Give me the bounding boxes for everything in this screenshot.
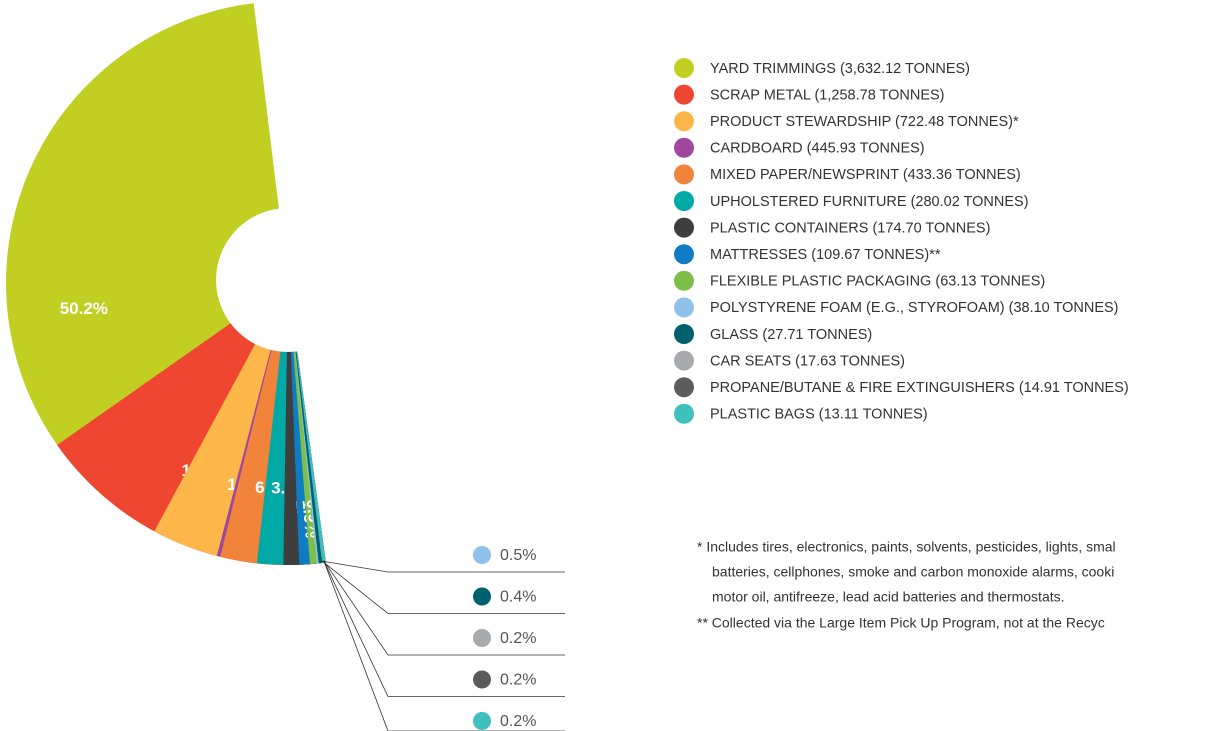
legend-swatch	[674, 164, 694, 185]
callout-dot	[473, 629, 491, 647]
leader-line	[321, 560, 565, 573]
legend-swatch	[674, 377, 694, 398]
callout-label: 0.2%	[500, 630, 536, 647]
slice-label: 50.2%	[60, 299, 108, 318]
legend-label: UPHOLSTERED FURNITURE (280.02 TONNES)	[710, 194, 1029, 210]
legend-label: SCRAP METAL (1,258.78 TONNES)	[710, 87, 945, 103]
legend-swatch	[674, 58, 694, 78]
callout-label: 0.5%	[500, 547, 536, 564]
legend-label: MIXED PAPER/NEWSPRINT (433.36 TONNES)	[710, 167, 1021, 183]
legend-swatch	[674, 217, 694, 238]
footnote: motor oil, antifreeze, lead acid batteri…	[712, 589, 1065, 605]
leader-line	[323, 560, 565, 731]
legend-label: YARD TRIMMINGS (3,632.12 TONNES)	[710, 61, 970, 77]
legend-swatch	[674, 137, 694, 158]
footnote: ** Collected via the Large Item Pick Up …	[697, 615, 1105, 631]
callout-label: 0.2%	[500, 672, 536, 689]
legend-label: POLYSTYRENE FOAM (E.G., STYROFOAM) (38.1…	[710, 300, 1119, 316]
footnote: batteries, cellphones, smoke and carbon …	[712, 564, 1114, 580]
legend-label: GLASS (27.71 TONNES)	[710, 327, 872, 343]
callout-label: 0.4%	[500, 589, 536, 606]
legend-swatch	[674, 270, 694, 291]
leader-line	[321, 560, 565, 614]
donut-hole	[216, 208, 360, 352]
legend-swatch	[674, 191, 694, 211]
callout-dot	[473, 546, 491, 564]
legend-swatch	[674, 84, 694, 105]
callout-dot	[473, 587, 491, 606]
legend-swatch	[674, 297, 694, 318]
legend-swatch	[674, 403, 694, 424]
legend-swatch	[674, 244, 694, 265]
pie-slice	[288, 283, 326, 563]
legend-swatch	[674, 111, 694, 132]
leader-line	[323, 560, 565, 656]
legend-label: FLEXIBLE PLASTIC PACKAGING (63.13 TONNES…	[710, 274, 1045, 290]
legend-label: MATTRESSES (109.67 TONNES)**	[710, 247, 941, 263]
legend-label: PROPANE/BUTANE & FIRE EXTINGUISHERS (14.…	[710, 380, 1129, 396]
legend-label: CAR SEATS (17.63 TONNES)	[710, 353, 905, 369]
leader-line	[323, 560, 565, 697]
legend-label: PLASTIC CONTAINERS (174.70 TONNES)	[710, 220, 990, 236]
callout-label: 0.2%	[500, 713, 536, 730]
legend-label: PRODUCT STEWARDSHIP (722.48 TONNES)*	[710, 114, 1019, 130]
legend-label: PLASTIC BAGS (13.11 TONNES)	[710, 407, 928, 423]
callout-dot	[473, 670, 491, 689]
callout-dot	[473, 712, 491, 730]
legend-swatch	[674, 324, 694, 344]
footnote: * Includes tires, electronics, paints, s…	[697, 539, 1116, 555]
legend-label: CARDBOARD (445.93 TONNES)	[710, 141, 925, 157]
legend-swatch	[674, 350, 694, 371]
